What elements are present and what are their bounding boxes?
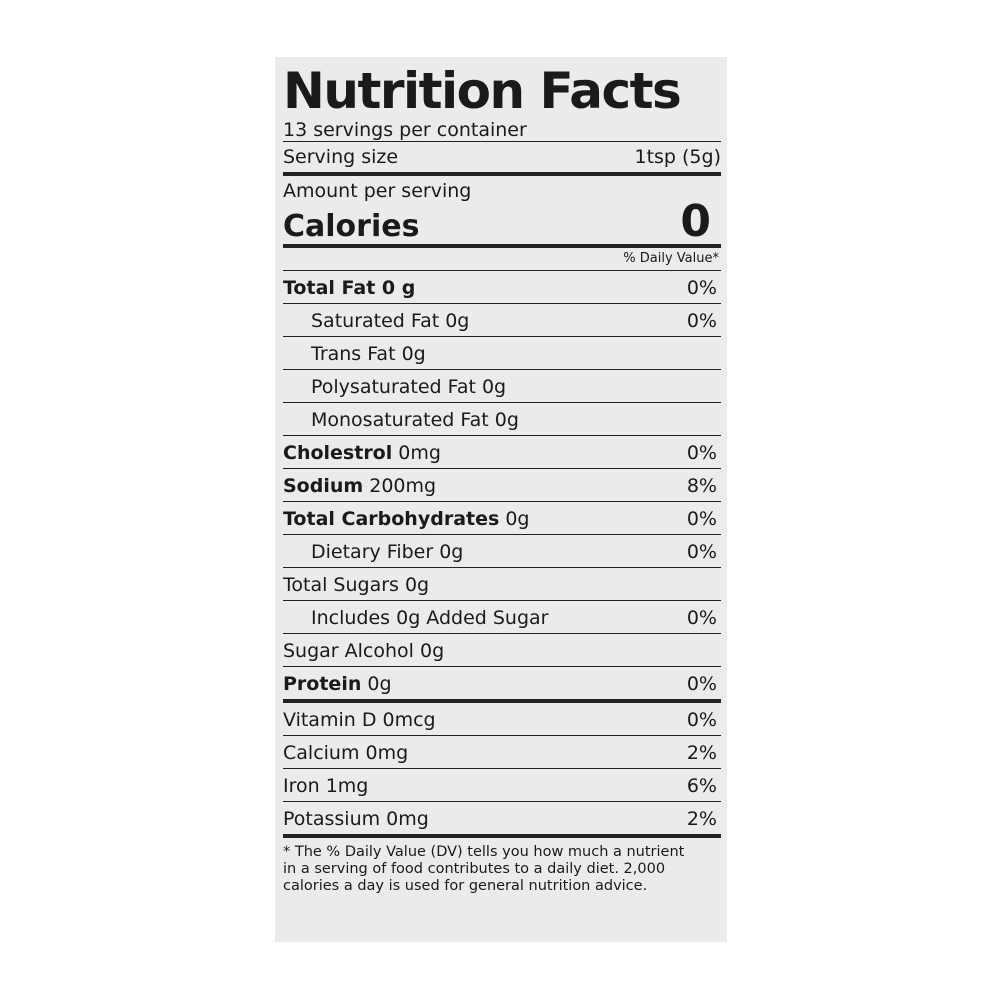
nutrient-name: Vitamin D 0mcg — [283, 705, 436, 735]
nutrient-amount: Dietary Fiber 0g — [311, 541, 464, 563]
nutrient-row: Cholestrol 0mg 0% — [283, 435, 721, 468]
nutrient-row: Vitamin D 0mcg 0% — [283, 699, 721, 735]
nutrient-name: Calcium 0mg — [283, 738, 408, 768]
nutrient-amount: 0g — [361, 673, 392, 695]
footnote: * The % Daily Value (DV) tells you how m… — [283, 844, 685, 894]
nutrient-name: Cholestrol 0mg — [283, 438, 441, 468]
daily-value-percent: 6% — [686, 775, 717, 797]
nutrient-name: Iron 1mg — [283, 771, 368, 801]
nutrient-name: Potassium 0mg — [283, 804, 429, 834]
calories-label: Calories — [283, 209, 420, 244]
nutrient-row: Trans Fat 0g — [283, 336, 721, 369]
nutrient-amount: Iron 1mg — [283, 775, 369, 797]
nutrient-amount: Calcium 0mg — [283, 742, 409, 764]
nutrient-amount: Polysaturated Fat 0g — [311, 376, 507, 398]
nutrient-name: Total Carbohydrates 0g — [283, 504, 530, 534]
daily-value-percent: 0% — [686, 607, 717, 629]
nutrient-row: Total Fat 0 g 0% — [283, 270, 721, 303]
nutrient-row: Iron 1mg 6% — [283, 768, 721, 801]
nutrient-row: Dietary Fiber 0g 0% — [283, 534, 721, 567]
nutrient-name: Includes 0g Added Sugar — [283, 603, 548, 633]
serving-size-value: 1tsp (5g) — [634, 146, 721, 168]
nutrient-name: Total Sugars 0g — [283, 570, 429, 600]
thick-divider — [283, 244, 721, 248]
daily-value-percent: 0% — [686, 508, 717, 530]
daily-value-percent: 8% — [686, 475, 717, 497]
daily-value-percent: 0% — [686, 709, 717, 731]
calories-value: 0 — [680, 196, 711, 247]
nutrient-name-bold: Total Carbohydrates — [283, 508, 500, 530]
serving-size-row: Serving size 1tsp (5g) — [283, 142, 721, 172]
nutrient-name: Sodium 200mg — [283, 471, 436, 501]
daily-value-percent: 0% — [686, 310, 717, 332]
amount-per-serving: Amount per serving — [283, 180, 472, 202]
nutrient-name: Polysaturated Fat 0g — [283, 372, 506, 402]
nutrient-row: Potassium 0mg 2% — [283, 801, 721, 834]
nutrition-facts-label: Nutrition Facts 13 servings per containe… — [275, 57, 727, 942]
label-title: Nutrition Facts — [283, 62, 682, 120]
thick-divider — [283, 172, 721, 176]
nutrient-row: Polysaturated Fat 0g — [283, 369, 721, 402]
nutrient-row: Monosaturated Fat 0g — [283, 402, 721, 435]
nutrient-name: Sugar Alcohol 0g — [283, 636, 444, 666]
nutrient-row: Sodium 200mg 8% — [283, 468, 721, 501]
servings-per-container: 13 servings per container — [283, 119, 527, 141]
daily-value-header: % Daily Value* — [623, 251, 719, 266]
nutrient-row: Total Carbohydrates 0g 0% — [283, 501, 721, 534]
thick-divider — [283, 834, 721, 838]
nutrient-name-bold: Sodium — [283, 475, 364, 497]
nutrient-name: Saturated Fat 0g — [283, 306, 469, 336]
nutrient-name-bold: Protein — [283, 673, 362, 695]
nutrient-row: Protein 0g 0% — [283, 666, 721, 699]
nutrient-row: Saturated Fat 0g 0% — [283, 303, 721, 336]
nutrient-name: Total Fat 0 g — [283, 273, 415, 303]
nutrient-amount: Monosaturated Fat 0g — [311, 409, 519, 431]
nutrient-row: Sugar Alcohol 0g — [283, 633, 721, 666]
nutrient-name: Dietary Fiber 0g — [283, 537, 463, 567]
daily-value-percent: 2% — [686, 808, 717, 830]
daily-value-percent: 2% — [686, 742, 717, 764]
daily-value-percent: 0% — [686, 541, 717, 563]
divider — [283, 141, 721, 142]
nutrient-amount: Includes 0g Added Sugar — [311, 607, 549, 629]
nutrient-amount: Vitamin D 0mcg — [283, 709, 436, 731]
daily-value-percent: 0% — [686, 277, 717, 299]
nutrient-name: Trans Fat 0g — [283, 339, 426, 369]
nutrient-name: Protein 0g — [283, 669, 392, 699]
nutrient-row: Calcium 0mg 2% — [283, 735, 721, 768]
nutrient-name-bold: Total Fat 0 g — [283, 277, 416, 299]
nutrient-row: Total Sugars 0g — [283, 567, 721, 600]
nutrient-name-bold: Cholestrol — [283, 442, 393, 464]
calories-row: Calories 0 — [283, 196, 721, 247]
nutrient-rows: Total Fat 0 g 0% Saturated Fat 0g 0% Trans F… — [283, 270, 721, 834]
nutrient-amount: Potassium 0mg — [283, 808, 429, 830]
nutrient-amount: 0g — [499, 508, 530, 530]
daily-value-percent: 0% — [686, 673, 717, 695]
nutrient-name: Monosaturated Fat 0g — [283, 405, 519, 435]
nutrient-amount: 200mg — [363, 475, 437, 497]
nutrient-row: Includes 0g Added Sugar 0% — [283, 600, 721, 633]
nutrient-amount: Total Sugars 0g — [283, 574, 430, 596]
nutrient-amount: Saturated Fat 0g — [311, 310, 470, 332]
daily-value-percent: 0% — [686, 442, 717, 464]
nutrient-amount: 0mg — [392, 442, 441, 464]
nutrient-amount: Sugar Alcohol 0g — [283, 640, 445, 662]
serving-size-label: Serving size — [283, 146, 399, 168]
nutrient-amount: Trans Fat 0g — [311, 343, 426, 365]
